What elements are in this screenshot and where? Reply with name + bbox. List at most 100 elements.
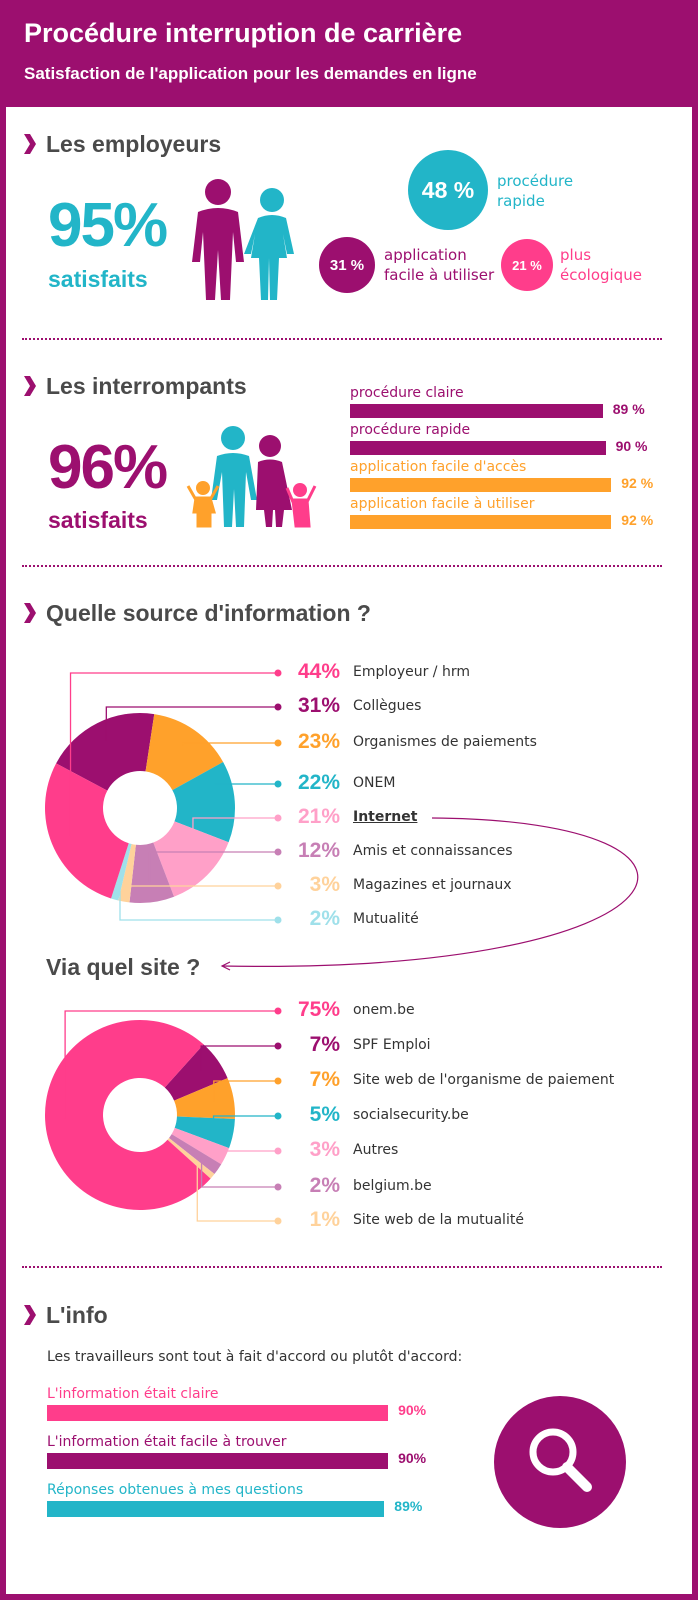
leader-line bbox=[182, 742, 278, 747]
divider bbox=[22, 1266, 662, 1268]
item-value: 7% bbox=[309, 1068, 340, 1091]
item-value: 23% bbox=[297, 730, 340, 753]
donut-slice bbox=[164, 1044, 228, 1101]
item-label: Amis et connaissances bbox=[353, 843, 513, 859]
bar-label: application facile à utiliser bbox=[350, 496, 535, 512]
bar-value: 89 % bbox=[612, 401, 645, 417]
item-value: 2% bbox=[309, 1174, 340, 1197]
magnifier-icon bbox=[494, 1396, 626, 1528]
leader-line bbox=[105, 706, 278, 741]
bar-label: L'information était claire bbox=[47, 1386, 219, 1402]
item-label: Site web de l'organisme de paiement bbox=[353, 1072, 615, 1088]
item-label: onem.be bbox=[353, 1002, 415, 1018]
leader-dot bbox=[274, 916, 282, 924]
donut-slice bbox=[45, 1020, 211, 1211]
item-value: 3% bbox=[309, 1138, 340, 1161]
stat-label: procédure rapide bbox=[497, 172, 574, 210]
stat-circle: 31 % bbox=[319, 237, 375, 293]
leader-line bbox=[200, 1045, 278, 1072]
item-value: 1% bbox=[309, 1208, 340, 1231]
bar bbox=[350, 515, 612, 529]
divider bbox=[22, 338, 662, 340]
donut-slice bbox=[153, 821, 229, 897]
item-value: 75% bbox=[297, 998, 340, 1021]
arrow-head bbox=[220, 961, 231, 971]
item-label: Internet bbox=[353, 809, 418, 825]
section-heading: Via quel site ? bbox=[46, 954, 201, 980]
bar-value: 90% bbox=[398, 1450, 427, 1466]
bar-value: 90 % bbox=[615, 438, 648, 454]
leader-dot bbox=[274, 814, 282, 822]
leader-line bbox=[148, 851, 278, 883]
leader-line bbox=[126, 881, 278, 887]
leader-dot bbox=[274, 882, 282, 890]
leader-line bbox=[214, 783, 278, 803]
bar-value: 92 % bbox=[621, 512, 654, 528]
item-label: Organismes de paiements bbox=[353, 734, 537, 750]
item-value: 44% bbox=[297, 660, 340, 683]
leader-line bbox=[119, 880, 278, 921]
bar-label: L'information était facile à trouver bbox=[47, 1434, 287, 1450]
leader-dot bbox=[274, 703, 282, 711]
stat-circle: 48 % bbox=[408, 150, 488, 230]
donut-slice bbox=[167, 1137, 215, 1179]
family-figures bbox=[186, 426, 317, 528]
leader-line bbox=[213, 1080, 278, 1102]
section-heading: Les employeurs bbox=[46, 131, 222, 157]
donut-slice bbox=[174, 1116, 235, 1149]
section-heading: Quelle source d'information ? bbox=[46, 600, 371, 626]
donut-slice bbox=[172, 761, 236, 843]
donut-slice bbox=[174, 1078, 235, 1119]
item-label: Employeur / hrm bbox=[353, 664, 470, 680]
stat-label: plus écologique bbox=[560, 246, 642, 284]
donut-slice bbox=[56, 713, 155, 791]
item-label: Autres bbox=[353, 1142, 399, 1158]
bar-value: 92 % bbox=[621, 475, 654, 491]
chevrons bbox=[24, 134, 36, 1325]
intro: Les travailleurs sont tout à fait d'acco… bbox=[47, 1349, 463, 1365]
rate: 96% bbox=[48, 433, 168, 502]
donut-slice bbox=[118, 844, 136, 903]
leader-dot bbox=[274, 1183, 282, 1191]
section-heading: L'info bbox=[46, 1302, 108, 1328]
leader-line bbox=[200, 1157, 278, 1188]
leader-dot bbox=[274, 1007, 282, 1015]
item-label: ONEM bbox=[353, 775, 396, 791]
item-value: 3% bbox=[309, 873, 340, 896]
item-value: 12% bbox=[297, 839, 340, 862]
bar-label: procédure claire bbox=[350, 385, 464, 401]
leader-dot bbox=[274, 1147, 282, 1155]
item-value: 22% bbox=[297, 771, 340, 794]
item-label: belgium.be bbox=[353, 1178, 432, 1194]
donut-slice bbox=[129, 842, 175, 903]
donut-slice bbox=[171, 1127, 230, 1165]
leader-dot bbox=[274, 848, 282, 856]
item-label: SPF Emploi bbox=[353, 1037, 431, 1053]
donut-slice bbox=[45, 763, 129, 899]
bar-value: 89% bbox=[394, 1498, 423, 1514]
leader-line bbox=[64, 1010, 278, 1119]
stat-circle: 21 % bbox=[501, 239, 553, 291]
leader-line bbox=[69, 672, 278, 837]
divider bbox=[22, 565, 662, 567]
leader-dot bbox=[274, 1077, 282, 1085]
leader-line bbox=[196, 1163, 278, 1222]
leader-dot bbox=[274, 739, 282, 747]
leader-dot bbox=[274, 780, 282, 788]
bar-label: procédure rapide bbox=[350, 422, 471, 438]
rate-label: satisfaits bbox=[48, 266, 148, 292]
item-value: 2% bbox=[309, 907, 340, 930]
item-label: socialsecurity.be bbox=[353, 1107, 469, 1123]
bar-value: 90% bbox=[398, 1402, 427, 1418]
bar-label: Réponses obtenues à mes questions bbox=[47, 1482, 304, 1498]
leader-dot bbox=[274, 1042, 282, 1050]
leader-line bbox=[192, 817, 278, 862]
bar bbox=[350, 441, 606, 455]
link-arrow bbox=[221, 817, 639, 967]
employer-figures bbox=[192, 179, 294, 300]
item-value: 21% bbox=[297, 805, 340, 828]
bar bbox=[47, 1501, 385, 1517]
rate: 95% bbox=[48, 191, 168, 260]
item-label: Collègues bbox=[353, 698, 422, 714]
